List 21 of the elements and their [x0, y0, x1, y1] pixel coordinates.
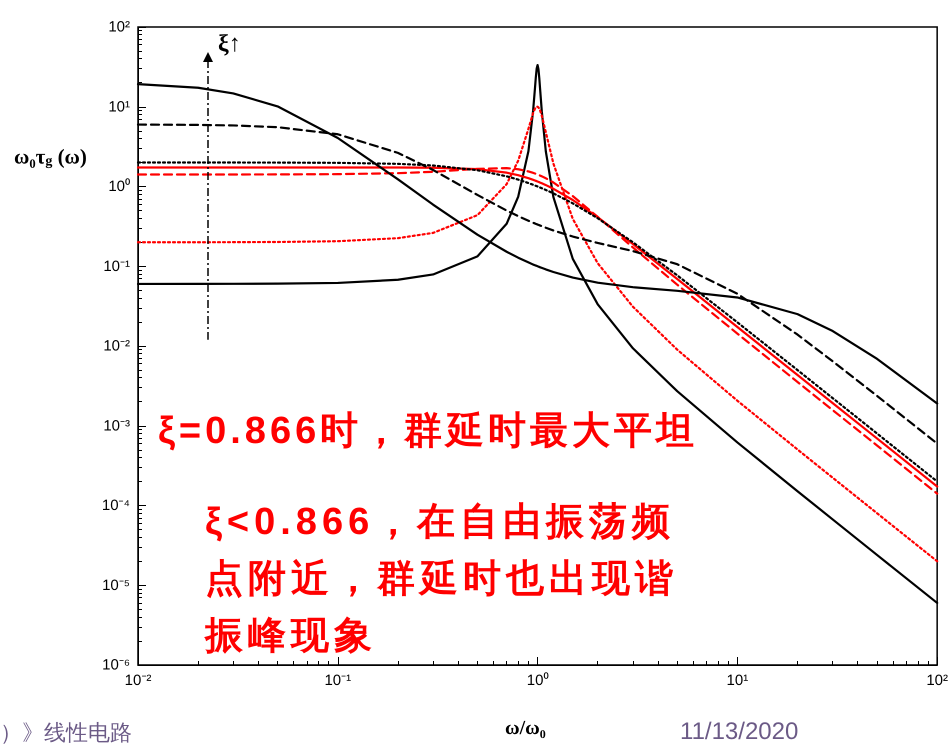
y-tick-label: 10⁻¹ [103, 258, 130, 275]
y-tick-label: 10⁻⁵ [102, 576, 130, 594]
y-axis-title: ω₀τg (ω) [14, 144, 87, 169]
x-tick-label: 10⁻¹ [324, 672, 352, 689]
y-tick-label: 10⁻⁶ [102, 656, 130, 674]
annotation: ξ=0.866时，群延时最大平坦 [158, 409, 698, 454]
y-tick-label: 10⁻⁴ [102, 497, 130, 514]
y-tick-label: 10⁻³ [103, 417, 130, 434]
x-tick-label: 10² [926, 672, 948, 689]
y-tick-label: 10⁻² [103, 338, 130, 354]
text: ）》线性电路 [0, 720, 132, 746]
x-tick-label: 10¹ [726, 672, 748, 689]
annotation: ξ<0.866，在自由振荡频点附近，群延时也出现谐振峰现象 [205, 500, 679, 659]
x-tick-label: 10⁻² [124, 672, 152, 689]
annotation: ξ↑ [218, 31, 241, 58]
x-axis-title: ω/ω₀ [505, 717, 546, 739]
y-tick-label: 10¹ [108, 98, 130, 116]
y-tick-label: 10⁰ [108, 178, 130, 195]
text: 11/13/2020 [680, 718, 798, 746]
y-tick-label: 10² [108, 18, 130, 36]
x-tick-label: 10⁰ [526, 672, 548, 689]
